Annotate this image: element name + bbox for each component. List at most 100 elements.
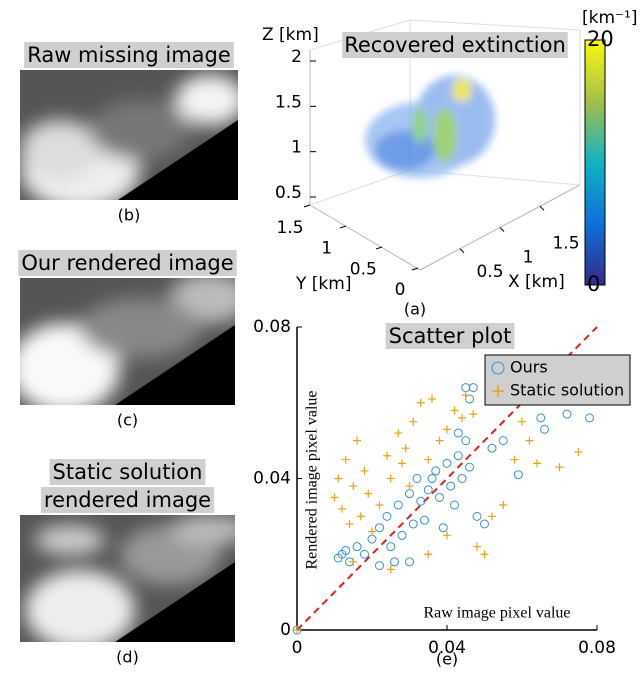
- point: [585, 413, 594, 423]
- title-box: [18, 250, 237, 276]
- y-tick-label: 0: [280, 620, 291, 640]
- point: [533, 459, 541, 468]
- y-axis-label: Y [km]: [295, 274, 351, 294]
- point: [408, 519, 418, 529]
- x-axis-label: X [km]: [508, 272, 565, 292]
- panel-caption: (b): [118, 206, 141, 225]
- image-blob: [35, 525, 105, 555]
- point: [461, 383, 471, 393]
- point: [398, 459, 406, 468]
- point: [368, 527, 376, 536]
- point: [457, 474, 467, 483]
- point: [383, 451, 391, 460]
- title-box: [342, 32, 568, 58]
- point: [356, 512, 365, 521]
- image-blob: [80, 298, 200, 358]
- point: [405, 557, 414, 567]
- point: [424, 455, 433, 464]
- point: [428, 394, 436, 403]
- point: [469, 410, 478, 419]
- y-tick-label: 0.04: [253, 469, 291, 489]
- x-tick: [539, 205, 545, 211]
- point: [438, 523, 448, 533]
- point: [393, 500, 403, 510]
- image-content: [20, 515, 235, 642]
- point: [458, 413, 466, 422]
- y-tick: [303, 204, 311, 208]
- y-tick: [339, 225, 347, 229]
- legend-marker: [491, 361, 505, 375]
- title-box: [49, 459, 206, 485]
- point: [453, 451, 463, 461]
- point: [367, 534, 377, 544]
- missing-region: [115, 325, 235, 405]
- point: [442, 458, 452, 468]
- point: [513, 470, 523, 480]
- z-axis-label: Z [km]: [262, 25, 319, 45]
- legend-marker: [492, 385, 504, 397]
- x-tick-label: 0.08: [578, 638, 616, 658]
- colorbar-tick-label: 20: [587, 27, 614, 51]
- point: [345, 519, 354, 528]
- point: [353, 436, 361, 445]
- image-blob: [25, 570, 135, 642]
- point: [412, 474, 422, 483]
- panel-caption: (d): [116, 648, 139, 667]
- point: [341, 545, 351, 555]
- legend-box: [484, 354, 631, 406]
- y-tick-label: 1.5: [276, 218, 303, 238]
- point: [386, 474, 395, 483]
- point: [330, 493, 339, 502]
- image-blob: [175, 75, 238, 125]
- z-tick-label: 2: [291, 47, 302, 67]
- z-tick-label: 1: [291, 138, 302, 158]
- image: [20, 515, 235, 642]
- x-tick-label: 1.5: [552, 233, 579, 253]
- point: [453, 428, 463, 438]
- x-tick-label: 0.04: [428, 638, 466, 658]
- point: [562, 409, 572, 419]
- x-tick-label: 1: [523, 248, 534, 268]
- point: [499, 501, 508, 510]
- point: [386, 565, 395, 574]
- point: [349, 557, 358, 566]
- point: [334, 474, 343, 483]
- point: [435, 436, 444, 445]
- title-box: [40, 487, 215, 513]
- point: [352, 542, 362, 552]
- point: [431, 466, 441, 476]
- point: [375, 523, 384, 533]
- point: [450, 406, 459, 415]
- point: [488, 512, 496, 521]
- point: [435, 492, 444, 502]
- x-axis-label: Raw image pixel value: [423, 605, 570, 622]
- image-blobs: [25, 515, 235, 642]
- point: [555, 463, 564, 472]
- x-tick: [459, 248, 465, 254]
- point: [341, 455, 350, 464]
- point: [424, 550, 433, 559]
- missing-region: [115, 562, 235, 642]
- point: [293, 626, 301, 634]
- point: [364, 489, 373, 498]
- panel-caption: (c): [117, 411, 138, 430]
- image-content: [20, 278, 235, 405]
- z-tick-label: 0.5: [275, 183, 302, 203]
- y-tick-label: 1: [321, 239, 332, 259]
- point: [405, 482, 414, 491]
- point: [443, 425, 451, 434]
- y-axis-label: Rendered image pixel value: [304, 390, 321, 569]
- point: [487, 443, 497, 453]
- panel-title: Our rendered image: [21, 251, 233, 275]
- point: [405, 489, 414, 499]
- point: [349, 482, 358, 491]
- panel-title: rendered image: [44, 488, 211, 512]
- volume-caption: (a): [404, 300, 426, 319]
- point: [498, 436, 508, 446]
- volume-render: [309, 19, 581, 271]
- point: [525, 436, 534, 445]
- point: [518, 417, 526, 426]
- scatter-title: Scatter plot: [389, 324, 512, 348]
- x-tick: [499, 227, 505, 232]
